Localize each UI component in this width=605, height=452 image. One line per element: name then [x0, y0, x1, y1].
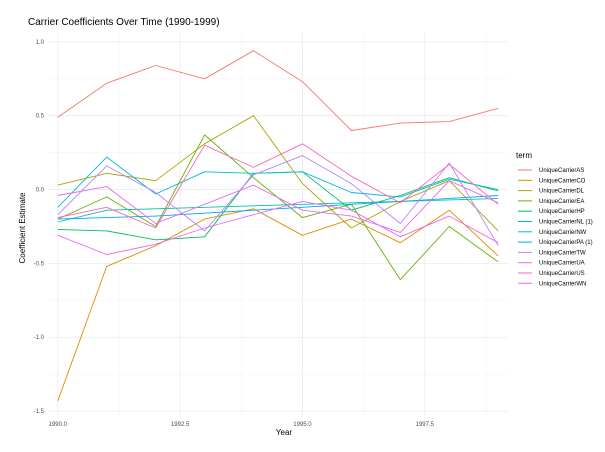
grid [48, 33, 508, 417]
series-line-uniquecarrierwn [57, 180, 499, 233]
series-line-uniquecarriernl-1 [57, 197, 499, 223]
legend-items: UniqueCarrierAS UniqueCarrierCO UniqueCarr… [518, 168, 593, 287]
y-tick-label: 1.0 [36, 40, 45, 46]
legend-title: term [516, 151, 532, 160]
legend-label-uniquecarrierco: UniqueCarrierCO [539, 178, 586, 184]
series-line-uniquecarrierdl [57, 115, 499, 232]
x-axis-ticks: 1990.0 1992.5 1995.0 1997.5 [49, 422, 435, 428]
legend-label-uniquecarriernw: UniqueCarrierNW [539, 230, 587, 236]
series-line-uniquecarrierhp [57, 171, 499, 241]
legend-label-uniquecarrierus: UniqueCarrierUS [539, 271, 585, 277]
y-tick-label: -0.5 [34, 261, 45, 267]
y-tick-label: -1.5 [34, 409, 45, 415]
legend-label-uniquecarrierea: UniqueCarrierEA [539, 199, 584, 205]
series-line-uniquecarrieras [57, 50, 499, 131]
series-line-uniquecarriertw [57, 155, 499, 246]
x-tick-label: 1995.0 [293, 422, 312, 428]
y-tick-label: 0.0 [36, 188, 45, 194]
x-tick-label: 1992.5 [171, 422, 190, 428]
series-group [57, 50, 499, 401]
series-line-uniquecarrierua [57, 200, 499, 255]
legend-label-uniquecarrierpa-1: UniqueCarrierPA (1) [539, 240, 593, 246]
series-line-uniquecarrierea [57, 134, 499, 281]
legend-label-uniquecarrierdl: UniqueCarrierDL [539, 189, 585, 195]
series-line-uniquecarriernw [57, 156, 499, 208]
legend-label-uniquecarrierhp: UniqueCarrierHP [539, 209, 585, 215]
legend: term UniqueCarrierASUniqueCarrierCOUniqu… [516, 151, 593, 287]
series-line-uniquecarrierpa-1 [57, 195, 499, 220]
y-axis-ticks: -1.5 -1.0 -0.5 0.0 0.5 1.0 [34, 40, 45, 415]
legend-label-uniquecarriernl-1: UniqueCarrierNL (1) [539, 220, 593, 226]
chart-title: Carrier Coefficients Over Time (1990-199… [28, 17, 220, 28]
legend-label-uniquecarrieras: UniqueCarrierAS [539, 168, 584, 174]
legend-label-uniquecarriertw: UniqueCarrierTW [539, 250, 586, 256]
legend-label-uniquecarrierwn: UniqueCarrierWN [539, 281, 586, 287]
series-line-uniquecarrierus [57, 143, 499, 229]
x-tick-label: 1997.5 [416, 422, 435, 428]
legend-label-uniquecarrierua: UniqueCarrierUA [539, 261, 585, 267]
x-axis-title: Year [276, 428, 293, 437]
x-tick-label: 1990.0 [49, 422, 68, 428]
series-line-uniquecarrierco [57, 208, 499, 401]
y-tick-label: 0.5 [36, 114, 45, 120]
y-axis-title: Coefficient Estimate [18, 192, 27, 264]
y-tick-label: -1.0 [34, 335, 45, 341]
